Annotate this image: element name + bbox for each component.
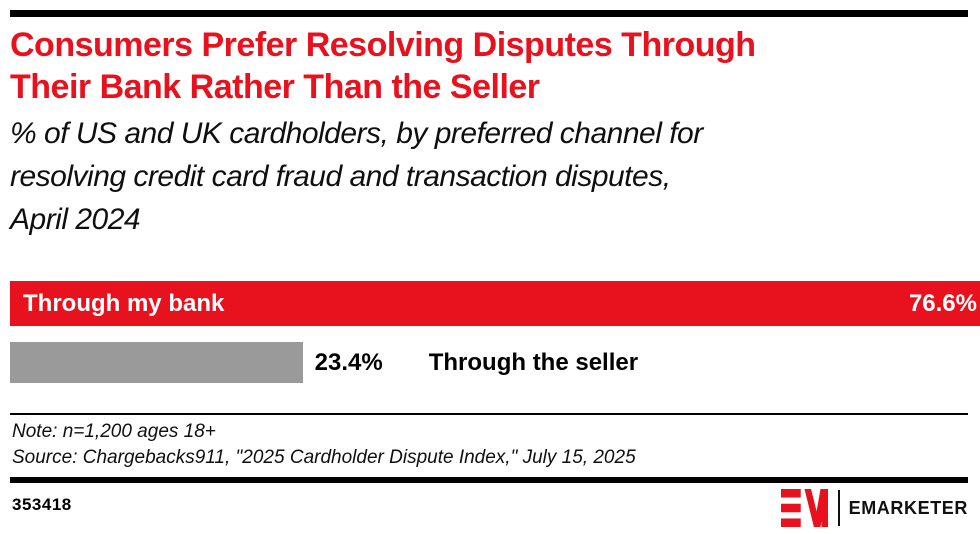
bar-value-label: 23.4% [314,348,383,376]
source-text: Source: Chargebacks911, "2025 Cardholder… [12,447,636,468]
note-text: Note: n=1,200 ages 18+ [12,421,216,442]
chart-title: Consumers Prefer Resolving Disputes Thro… [10,24,968,108]
top-rule [10,10,968,17]
bar-category-label: Through the seller [428,348,639,376]
bar-value-label: 76.6% [908,289,977,317]
chart-subtitle-line-2: resolving credit card fraud and transact… [10,160,671,193]
footer-thick-rule [10,477,968,483]
brand-wordmark: EMARKETER [848,497,968,518]
emarketer-logo: EMARKETER [780,489,968,527]
chart-title-line-2: Their Bank Rather Than the Seller [10,68,540,106]
footer-thin-rule [10,413,968,415]
bar-category-label: Through my bank [23,289,225,317]
logo-divider [837,490,840,526]
chart-notes: Note: n=1,200 ages 18+ Source: Chargebac… [12,419,952,471]
chart-subtitle-line-1: % of US and UK cardholders, by preferred… [10,117,703,150]
emarketer-logo-icon [780,489,828,527]
chart-id-number: 353418 [12,495,72,514]
chart-title-line-1: Consumers Prefer Resolving Disputes Thro… [10,26,756,64]
bar-through-the-seller [10,342,303,383]
chart-subtitle: % of US and UK cardholders, by preferred… [10,112,968,241]
chart-subtitle-line-3: April 2024 [10,203,141,236]
bar-row-through-the-seller: 23.4% Through the seller [10,342,968,383]
bar-through-my-bank: Through my bank 76.6% [10,281,980,326]
